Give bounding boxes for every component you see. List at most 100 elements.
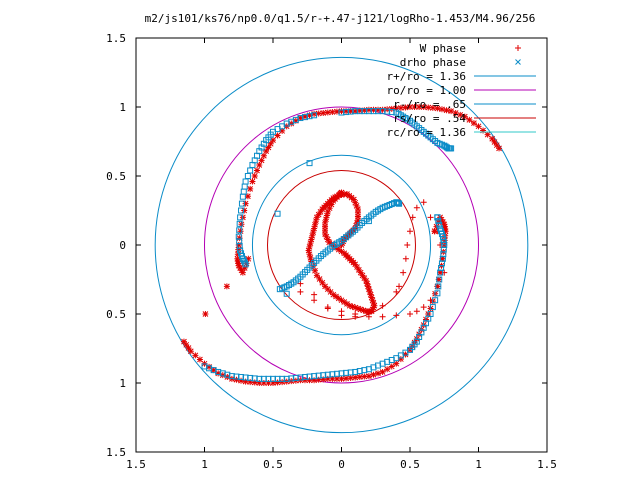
w-phase-marker [254, 167, 260, 174]
w-phase-marker [491, 139, 498, 145]
y-tick-label: 1 [119, 101, 126, 114]
w-phase-marker [393, 288, 400, 295]
drho-phase-marker [240, 257, 247, 264]
drho-phase-marker [427, 311, 434, 317]
drho-phase-marker [244, 173, 251, 179]
axis-ticks: 1.5 1 0.5 0 0.5 1 1.51.510.500.511.5 [106, 32, 557, 471]
drho-phase-marker [241, 183, 248, 190]
w-phase-marker [324, 304, 331, 311]
w-phase-marker [493, 142, 500, 149]
drho-phase-marker [436, 276, 443, 283]
drho-phase-marker [240, 188, 247, 195]
drho-phase-marker [236, 227, 243, 234]
w-phase-marker [379, 369, 386, 375]
w-phase-marker [311, 297, 318, 304]
drho-phase-marker [242, 178, 249, 185]
y-tick-label: 0 [119, 239, 126, 252]
drho-phase-marker [306, 160, 313, 167]
w-phase-marker [420, 304, 427, 311]
x-tick-label: 1 [201, 458, 208, 471]
y-tick-label: 0.5 [106, 308, 126, 321]
drho-phase-marker [238, 207, 245, 214]
drho-phase-marker [247, 167, 254, 174]
legend-label: W phase [420, 42, 466, 55]
legend-label: rc/ro = 1.36 [387, 126, 466, 139]
drho-phase-marker [434, 214, 441, 221]
legend-marker [515, 59, 521, 65]
y-tick-label: 1.5 [106, 446, 126, 459]
w-phase-marker [338, 189, 345, 196]
drho-phase-marker [434, 290, 441, 297]
w-phase-marker [471, 120, 477, 126]
w-phase-marker [413, 204, 420, 211]
w-phase-marker [427, 214, 434, 221]
w-phase-marker [431, 228, 438, 235]
w-phase-marker [247, 186, 254, 192]
w-phase-marker [185, 345, 192, 351]
drho-phase-marker [249, 161, 256, 168]
legend-label: r+/ro = 1.36 [387, 70, 466, 83]
w-phase-marker [249, 178, 256, 185]
ref-circle [251, 154, 432, 336]
w-phase-marker [393, 312, 400, 319]
data-markers [180, 104, 503, 386]
drho-phase-marker [237, 214, 244, 221]
w-phase-marker [197, 356, 203, 363]
w-phase-marker [241, 207, 248, 214]
legend-label: drho phase [400, 56, 466, 69]
w-phase-marker [356, 374, 363, 380]
drho-phase-marker [448, 145, 455, 152]
w-phase-marker [329, 109, 336, 115]
drho-phase-marker [239, 255, 246, 262]
legend-label: ro/ro = 1.00 [387, 84, 466, 97]
w-phase-marker [384, 366, 391, 373]
w-phase-marker [466, 117, 473, 123]
x-tick-label: 1.5 [537, 458, 557, 471]
w-phase-marker [411, 104, 418, 110]
w-phase-marker [183, 341, 190, 348]
y-tick-label: 0.5 [106, 170, 126, 183]
w-phase-marker [407, 228, 413, 235]
w-phase-marker [361, 373, 368, 380]
w-phase-marker [429, 105, 436, 111]
w-phase-marker [484, 131, 491, 138]
drho-phase-marker [436, 221, 443, 228]
w-phase-marker [338, 376, 345, 382]
drho-phase-marker [239, 193, 246, 200]
legend-label: r-/ro = .65 [393, 98, 466, 111]
w-phase-marker [365, 313, 372, 320]
x-tick-label: 1.5 [126, 458, 146, 471]
w-phase-marker [297, 280, 304, 287]
drho-phase-marker [437, 225, 444, 232]
w-phase-marker [425, 104, 432, 111]
x-tick-label: 0.5 [263, 458, 283, 471]
drho-phase-marker [283, 290, 290, 297]
w-phase-marker [319, 279, 326, 286]
w-phase-marker [443, 107, 450, 114]
reference-circles [154, 56, 529, 434]
w-phase-marker [420, 104, 427, 110]
w-phase-marker [379, 313, 386, 320]
x-tick-label: 0 [338, 458, 345, 471]
w-phase-marker [187, 348, 194, 355]
w-phase-marker [413, 308, 420, 315]
legend-label: rs/ro = .54 [393, 112, 466, 125]
drho-phase-marker [242, 261, 249, 268]
w-phase-marker [224, 283, 230, 290]
drho-phase-marker [435, 283, 442, 290]
drho-phase-marker [429, 304, 436, 311]
w-phase-marker [402, 255, 409, 262]
w-phase-marker [434, 105, 441, 112]
w-phase-marker [402, 104, 409, 111]
w-phase-marker [347, 375, 354, 381]
w-phase-marker [343, 375, 349, 382]
w-phase-marker [311, 291, 318, 298]
w-phase-marker [379, 302, 386, 309]
chart-title: m2/js101/ks76/np0.0/q1.5/r-+.47-j121/log… [145, 12, 536, 25]
drho-phase-marker [236, 220, 243, 227]
w-phase-marker [297, 288, 304, 295]
w-phase-marker [202, 311, 209, 317]
x-tick-label: 0.5 [400, 458, 420, 471]
